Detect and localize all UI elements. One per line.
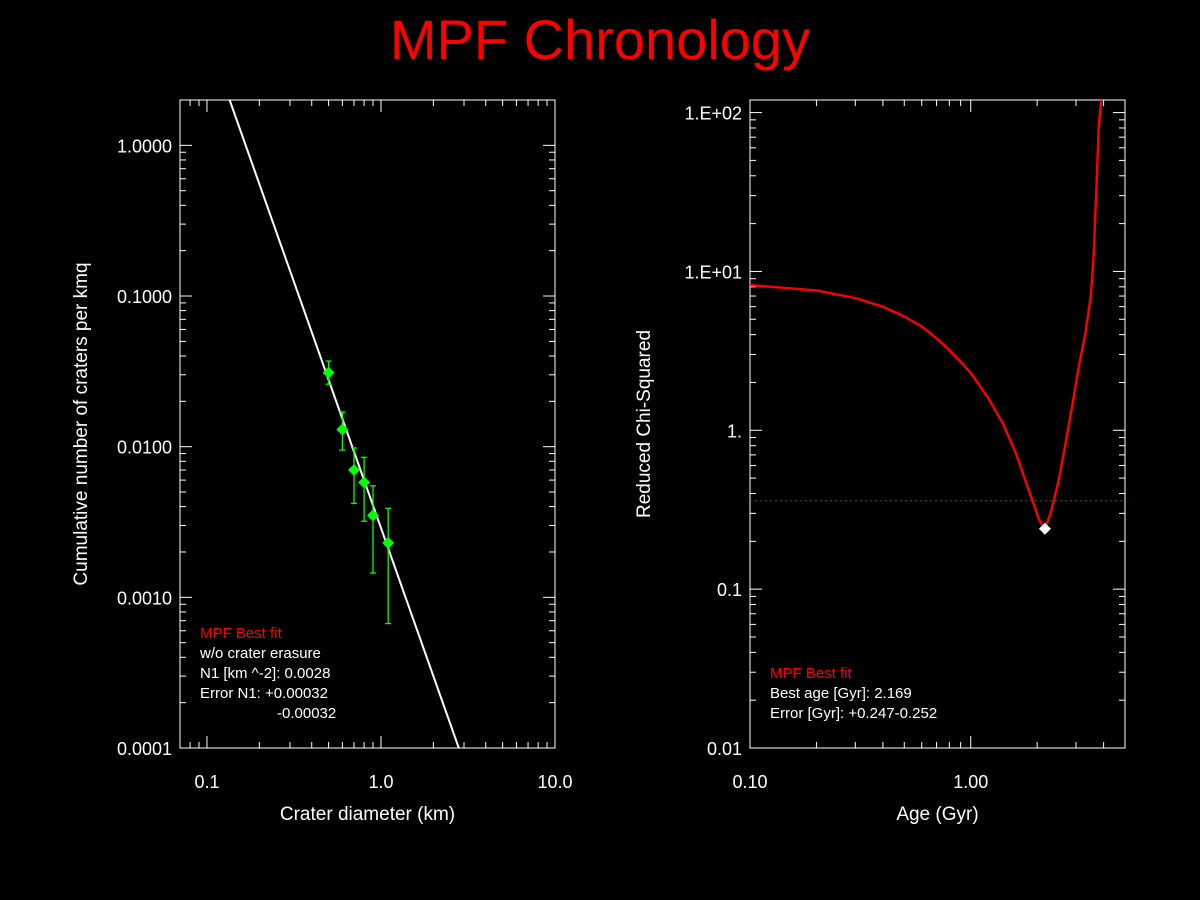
page-title: MPF Chronology bbox=[389, 8, 811, 71]
crater-x-axis-label: Crater diameter (km) bbox=[280, 804, 455, 825]
crater-y-tick-label: 0.0100 bbox=[117, 438, 172, 458]
crater-x-tick-label: 1.0 bbox=[368, 772, 393, 792]
chi-chart: 0.10 1.00 1.E+02 1.E+01 1. 0.1 0.01 Age (Gyr) Re… bbox=[634, 99, 1126, 825]
chi-annotation-error: Error [Gyr]: +0.247-0.252 bbox=[770, 705, 937, 722]
crater-y-tick-label: 1.0000 bbox=[117, 136, 172, 156]
chi-minimum-marker bbox=[1038, 522, 1051, 535]
crater-annotation-error-plus: Error N1: +0.00032 bbox=[200, 685, 328, 702]
crater-fit-line bbox=[228, 100, 460, 748]
crater-data-point bbox=[348, 464, 361, 477]
chi-annotation-best-age: Best age [Gyr]: 2.169 bbox=[770, 685, 912, 702]
crater-y-tick-label: 0.1000 bbox=[117, 287, 172, 307]
chi-fit-label: MPF Best fit bbox=[770, 665, 853, 682]
chi-y-tick-label: 1.E+01 bbox=[684, 262, 742, 282]
crater-x-tick-label: 10.0 bbox=[537, 772, 572, 792]
chi-y-tick-label: 1.E+02 bbox=[684, 104, 742, 124]
crater-fit-label: MPF Best fit bbox=[200, 625, 283, 642]
crater-axes-frame bbox=[179, 99, 556, 749]
chi-x-tick-label: 1.00 bbox=[953, 772, 988, 792]
chi-axes-frame bbox=[749, 99, 1126, 749]
crater-data-point bbox=[367, 509, 380, 522]
crater-y-axis-label: Cumulative number of craters per kmq bbox=[71, 262, 92, 585]
chi-y-tick-label: 1. bbox=[727, 421, 742, 441]
crater-chart: 0.1 1.0 10.0 1.0000 0.1000 0.0100 0.0010 0.0001… bbox=[71, 99, 573, 825]
crater-annotation-n1: N1 [km ^-2]: 0.0028 bbox=[200, 665, 330, 682]
crater-x-tick-label: 0.1 bbox=[194, 772, 219, 792]
crater-annotation-erasure: w/o crater erasure bbox=[199, 645, 321, 662]
chi-y-axis-label: Reduced Chi-Squared bbox=[634, 330, 655, 518]
chi-x-tick-label: 0.10 bbox=[732, 772, 767, 792]
crater-data-point bbox=[382, 536, 395, 549]
chi-y-tick-label: 0.1 bbox=[717, 580, 742, 600]
crater-y-tick-label: 0.0001 bbox=[117, 739, 172, 759]
crater-data-point bbox=[322, 366, 335, 379]
chi-curve bbox=[750, 100, 1103, 530]
chi-y-tick-label: 0.01 bbox=[707, 739, 742, 759]
crater-y-tick-label: 0.0010 bbox=[117, 588, 172, 608]
crater-data-point bbox=[336, 423, 349, 436]
chi-x-axis-label: Age (Gyr) bbox=[896, 804, 978, 825]
crater-annotation-error-minus: -0.00032 bbox=[277, 705, 336, 722]
crater-data-point bbox=[358, 476, 371, 489]
